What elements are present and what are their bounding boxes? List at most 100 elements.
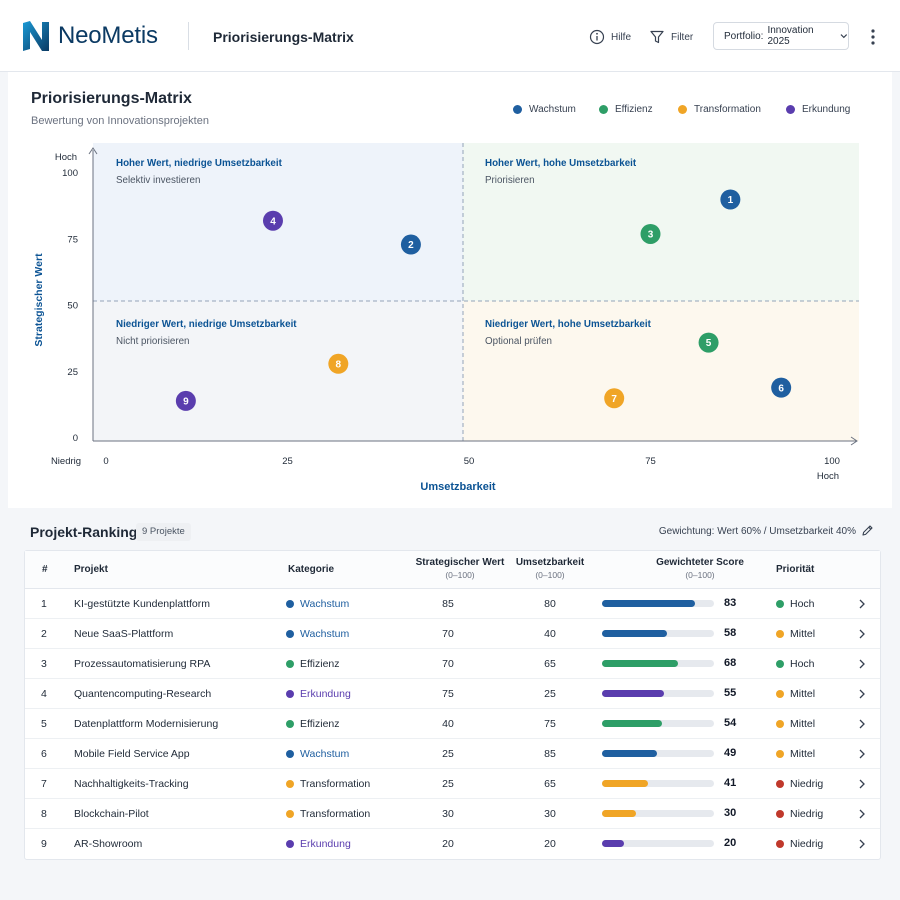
header-value[interactable]: Strategischer Wert (0–100) xyxy=(405,557,515,580)
category-label: Wachstum xyxy=(300,628,350,640)
header-category[interactable]: Kategorie xyxy=(288,564,335,575)
header-score[interactable]: Gewichteter Score (0–100) xyxy=(635,557,765,580)
feasibility-value: 20 xyxy=(544,838,556,850)
chevron-right-icon[interactable] xyxy=(858,748,866,760)
legend-label: Wachstum xyxy=(529,104,576,115)
quadrant-title-bottom-right: Niedriger Wert, hohe Umsetzbarkeit xyxy=(485,319,652,330)
legend-item-transformation[interactable]: Transformation xyxy=(678,104,761,115)
score-bar-fill xyxy=(602,660,679,667)
help-button[interactable]: Hilfe xyxy=(589,26,631,48)
chevron-right-icon[interactable] xyxy=(858,628,866,640)
more-options-icon[interactable] xyxy=(866,27,880,47)
point-label: 2 xyxy=(408,240,414,251)
chevron-right-icon[interactable] xyxy=(858,658,866,670)
project-count-badge: 9 Projekte xyxy=(136,523,191,541)
category-cell: Effizienz xyxy=(286,718,340,730)
weighted-score: 20 xyxy=(724,837,737,849)
point-marker[interactable] xyxy=(262,210,283,231)
quadrant-title-top-right: Hoher Wert, hohe Umsetzbarkeit xyxy=(485,158,637,169)
project-point-1[interactable]: 1 xyxy=(720,189,741,210)
legend-item-erkundung[interactable]: Erkundung xyxy=(786,104,850,115)
header-project[interactable]: Projekt xyxy=(74,564,108,575)
category-cell: Transformation xyxy=(286,808,370,820)
project-point-8[interactable]: 8 xyxy=(328,353,349,374)
table-header: # Projekt Kategorie Strategischer Wert (… xyxy=(25,551,880,589)
row-number: 8 xyxy=(41,808,47,820)
point-marker[interactable] xyxy=(400,234,421,255)
legend-item-effizienz[interactable]: Effizienz xyxy=(599,104,653,115)
priority-dot xyxy=(776,780,784,788)
filter-button[interactable]: Filter xyxy=(649,26,693,48)
strategic-value: 85 xyxy=(442,598,454,610)
chevron-right-icon[interactable] xyxy=(858,688,866,700)
priority-label: Niedrig xyxy=(790,838,824,850)
app-name: NeoMetis xyxy=(58,22,158,49)
chevron-right-icon[interactable] xyxy=(858,718,866,730)
score-bar xyxy=(602,810,714,817)
app-header: NeoMetis Priorisierungs-Matrix Hilfe Fil… xyxy=(0,0,900,72)
priority-cell: Niedrig xyxy=(776,808,823,820)
chevron-right-icon[interactable] xyxy=(858,838,866,850)
table-row[interactable]: 3 Prozessautomatisierung RPA Effizienz 70 65… xyxy=(25,649,880,679)
table-row[interactable]: 4 Quantencomputing-Research Erkundung 75 25 5… xyxy=(25,679,880,709)
portfolio-value: Innovation 2025 xyxy=(767,25,814,47)
project-point-9[interactable]: 9 xyxy=(175,390,196,411)
priority-cell: Hoch xyxy=(776,658,815,670)
legend-label: Effizienz xyxy=(615,104,653,115)
point-marker[interactable] xyxy=(720,189,741,210)
weighted-score: 68 xyxy=(724,657,737,669)
header-value-range: (0–100) xyxy=(445,570,475,580)
chevron-right-icon[interactable] xyxy=(858,778,866,790)
header-feasibility[interactable]: Umsetzbarkeit (0–100) xyxy=(505,557,595,580)
strategic-value: 30 xyxy=(442,808,454,820)
y-tick-label: 100 xyxy=(62,168,78,179)
row-number: 4 xyxy=(41,688,47,700)
row-number: 9 xyxy=(41,838,47,850)
weighted-score: 41 xyxy=(724,777,737,789)
project-point-6[interactable]: 6 xyxy=(771,377,792,398)
point-marker[interactable] xyxy=(175,390,196,411)
table-row[interactable]: 5 Datenplattform Modernisierung Effizienz 4… xyxy=(25,709,880,739)
score-bar-fill xyxy=(602,690,664,697)
table-row[interactable]: 1 KI-gestützte Kundenplattform Wachstum 85 8… xyxy=(25,589,880,619)
strategic-value: 70 xyxy=(442,628,454,640)
point-marker[interactable] xyxy=(604,388,625,409)
header-priority[interactable]: Priorität xyxy=(776,564,815,575)
quadrant-action-bottom-left: Nicht priorisieren xyxy=(116,336,190,347)
chevron-right-icon[interactable] xyxy=(858,598,866,610)
table-row[interactable]: 6 Mobile Field Service App Wachstum 25 85 49 M… xyxy=(25,739,880,769)
table-row[interactable]: 2 Neue SaaS-Plattform Wachstum 70 40 58 Mittel xyxy=(25,619,880,649)
feasibility-value: 65 xyxy=(544,658,556,670)
header-divider xyxy=(188,22,189,50)
project-point-5[interactable]: 5 xyxy=(698,332,719,353)
point-marker[interactable] xyxy=(698,332,719,353)
filter-icon xyxy=(650,30,664,44)
point-marker[interactable] xyxy=(328,353,349,374)
point-marker[interactable] xyxy=(640,223,661,244)
category-dot xyxy=(286,750,294,758)
project-point-3[interactable]: 3 xyxy=(640,223,661,244)
priority-matrix-chart: Hoch Niedrig Hoch Strategischer Wert Ums… xyxy=(33,143,859,493)
pencil-icon[interactable] xyxy=(861,524,874,537)
project-point-7[interactable]: 7 xyxy=(604,388,625,409)
feasibility-value: 75 xyxy=(544,718,556,730)
table-row[interactable]: 9 AR-Showroom Erkundung 20 20 20 Niedrig xyxy=(25,829,880,859)
chevron-right-icon[interactable] xyxy=(858,808,866,820)
quadrant-bg-top-right xyxy=(463,143,859,301)
legend-item-wachstum[interactable]: Wachstum xyxy=(513,104,576,115)
project-point-4[interactable]: 4 xyxy=(262,210,283,231)
x-tick-label: 0 xyxy=(103,456,108,467)
legend-dot xyxy=(786,105,795,114)
project-name: Prozessautomatisierung RPA xyxy=(74,658,211,670)
portfolio-select[interactable]: Portfolio: Innovation 2025 xyxy=(713,22,849,50)
category-cell: Erkundung xyxy=(286,688,351,700)
table-row[interactable]: 8 Blockchain-Pilot Transformation 30 30 30 Nie… xyxy=(25,799,880,829)
priority-cell: Mittel xyxy=(776,748,815,760)
point-marker[interactable] xyxy=(771,377,792,398)
feasibility-value: 80 xyxy=(544,598,556,610)
project-point-2[interactable]: 2 xyxy=(400,234,421,255)
chevron-down-icon xyxy=(840,34,848,39)
category-cell: Wachstum xyxy=(286,598,349,610)
page-title: Priorisierungs-Matrix xyxy=(213,29,354,45)
table-row[interactable]: 7 Nachhaltigkeits-Tracking Transformation 2… xyxy=(25,769,880,799)
